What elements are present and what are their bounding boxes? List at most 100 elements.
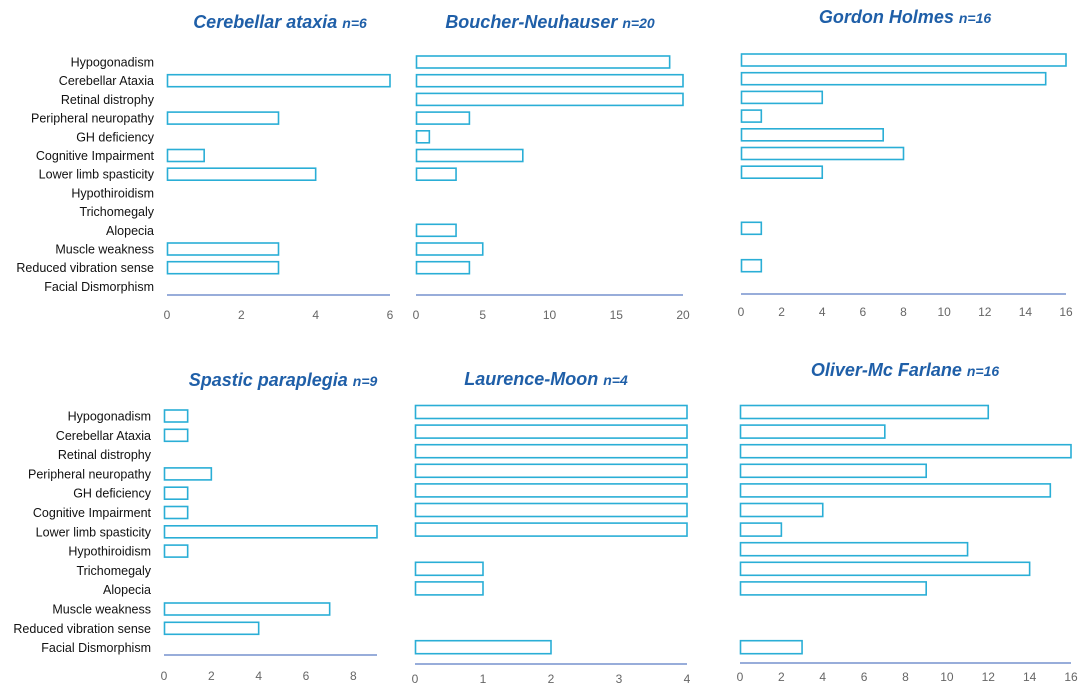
bar xyxy=(739,502,824,518)
category-label: Muscle weakness xyxy=(52,603,151,617)
x-tick-label: 8 xyxy=(902,670,909,684)
category-label: Retinal distrophy xyxy=(61,93,155,107)
category-label: Peripheral neuropathy xyxy=(31,112,155,126)
bar xyxy=(739,443,1072,459)
bar xyxy=(740,90,824,105)
category-label: Lower limb spasticity xyxy=(39,168,155,182)
x-tick-label: 6 xyxy=(303,669,310,683)
x-tick-label: 2 xyxy=(548,672,555,685)
x-tick-label: 16 xyxy=(1059,305,1073,319)
chart-title-text: Boucher-Neuhauser xyxy=(445,12,622,32)
category-label: Hypothiroidism xyxy=(68,545,151,559)
category-label: Cerebellar Ataxia xyxy=(56,429,151,443)
chart-subtitle: n=4 xyxy=(603,372,628,388)
bar xyxy=(414,483,688,498)
bar xyxy=(739,561,1031,577)
bar xyxy=(739,424,886,439)
x-tick-label: 0 xyxy=(413,308,420,322)
bar xyxy=(415,242,484,256)
bar xyxy=(740,53,1067,67)
bar xyxy=(740,258,763,273)
x-tick-label: 4 xyxy=(684,672,691,685)
chart-panel: Spastic paraplegia n=9 Hypogonadism Cerebe… xyxy=(13,370,378,683)
bar xyxy=(739,581,927,596)
bar xyxy=(415,223,457,238)
x-tick-label: 4 xyxy=(819,305,826,319)
bar xyxy=(415,148,524,163)
chart-title: Spastic paraplegia n=9 xyxy=(189,370,378,390)
category-label: Hypothiroidism xyxy=(71,186,154,200)
bar xyxy=(740,109,763,123)
category-label: Trichomegaly xyxy=(76,564,151,578)
bar xyxy=(166,111,280,125)
bar xyxy=(166,73,391,88)
chart-title: Boucher-Neuhauser n=20 xyxy=(445,12,655,32)
bar xyxy=(166,148,205,163)
category-label: Cognitive Impairment xyxy=(33,506,152,520)
chart-panel: Oliver-Mc Farlane n=16 0 2 4 6 8 10 12 14 16 xyxy=(737,360,1078,684)
chart-title-text: Gordon Holmes xyxy=(819,7,959,27)
bar xyxy=(739,463,927,479)
bar xyxy=(415,55,671,69)
x-tick-label: 10 xyxy=(543,308,557,322)
category-label: Muscle weakness xyxy=(55,243,154,257)
x-tick-label: 0 xyxy=(161,669,168,683)
bar xyxy=(414,502,688,518)
bar xyxy=(414,463,688,479)
category-label: Alopecia xyxy=(103,583,151,597)
chart-title: Cerebellar ataxia n=6 xyxy=(193,12,367,32)
chart-subtitle: n=20 xyxy=(622,15,655,31)
x-tick-label: 8 xyxy=(900,305,907,319)
category-label: Cerebellar Ataxia xyxy=(59,74,154,88)
bar xyxy=(415,111,471,125)
bar xyxy=(414,522,688,537)
bar xyxy=(415,92,684,107)
chart-panel: Gordon Holmes n=16 0 2 4 6 8 10 12 14 16 xyxy=(738,7,1073,319)
category-label: Reduced vibration sense xyxy=(13,622,151,636)
x-tick-label: 4 xyxy=(312,308,319,322)
chart-title-text: Oliver-Mc Farlane xyxy=(811,360,967,380)
bar xyxy=(415,260,471,275)
bar xyxy=(414,443,688,459)
x-tick-label: 0 xyxy=(412,672,419,685)
x-tick-label: 0 xyxy=(164,308,171,322)
bar xyxy=(163,409,189,423)
bar xyxy=(739,639,803,655)
x-tick-label: 14 xyxy=(1023,670,1037,684)
bar xyxy=(740,128,884,142)
category-label: Peripheral neuropathy xyxy=(28,467,152,481)
x-tick-label: 2 xyxy=(778,305,785,319)
x-tick-label: 2 xyxy=(778,670,785,684)
chart-subtitle: n=9 xyxy=(353,373,378,389)
x-tick-label: 2 xyxy=(238,308,245,322)
bar xyxy=(414,561,484,577)
chart-title: Laurence-Moon n=4 xyxy=(464,369,628,389)
bar xyxy=(414,639,552,655)
bar xyxy=(163,505,189,520)
x-tick-label: 1 xyxy=(480,672,487,685)
x-tick-label: 0 xyxy=(737,670,744,684)
category-label: Hypogonadism xyxy=(71,56,154,70)
chart-title-text: Spastic paraplegia xyxy=(189,370,353,390)
x-tick-label: 14 xyxy=(1019,305,1033,319)
category-label: Lower limb spasticity xyxy=(36,525,152,539)
x-tick-label: 0 xyxy=(738,305,745,319)
x-tick-label: 8 xyxy=(350,669,357,683)
bar xyxy=(415,167,457,181)
chart-title-text: Cerebellar ataxia xyxy=(193,12,342,32)
x-tick-label: 16 xyxy=(1064,670,1078,684)
chart-title: Oliver-Mc Farlane n=16 xyxy=(811,360,1000,380)
x-tick-label: 12 xyxy=(982,670,996,684)
x-tick-label: 10 xyxy=(937,305,951,319)
category-label: GH deficiency xyxy=(76,130,155,144)
x-tick-label: 6 xyxy=(861,670,868,684)
bar xyxy=(166,260,280,275)
chart-panel: Laurence-Moon n=4 0 1 2 3 4 xyxy=(412,369,691,685)
category-label: Trichomegaly xyxy=(79,205,154,219)
chart-subtitle: n=16 xyxy=(959,10,992,26)
chart-panel: Cerebellar ataxia n=6 Hypogonadism Cerebel… xyxy=(16,12,393,322)
x-tick-label: 6 xyxy=(860,305,867,319)
bar xyxy=(740,71,1047,86)
category-label: Facial Dismorphism xyxy=(44,280,154,294)
